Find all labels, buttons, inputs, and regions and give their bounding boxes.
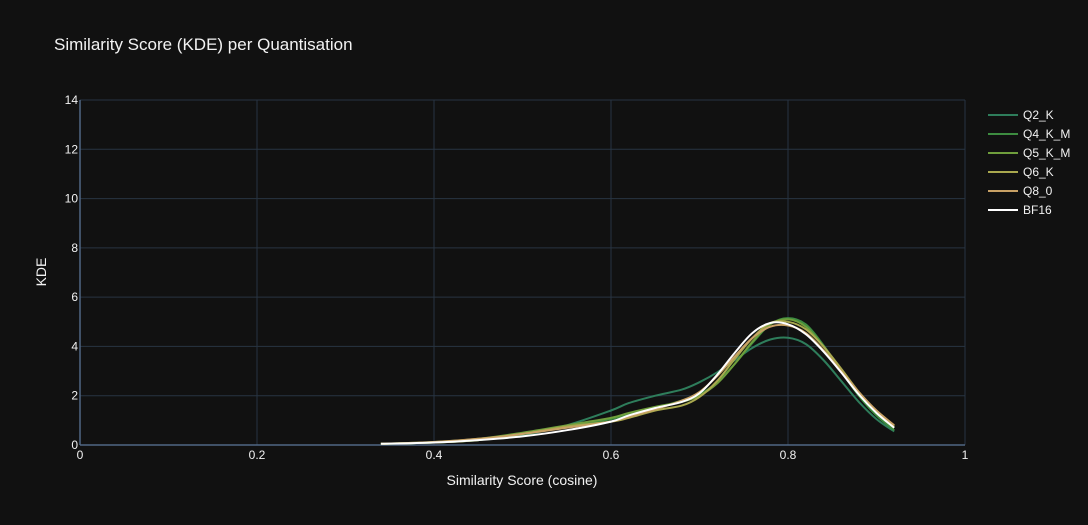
x-tick-label: 0 xyxy=(77,448,84,462)
chart-title: Similarity Score (KDE) per Quantisation xyxy=(54,35,353,54)
legend-item-q4-k-m[interactable]: Q4_K_M xyxy=(988,127,1070,141)
y-tick-label: 8 xyxy=(71,241,78,255)
y-tick-label: 0 xyxy=(71,438,78,452)
legend-label: BF16 xyxy=(1023,203,1052,217)
x-tick-label: 0.2 xyxy=(249,448,266,462)
x-tick-label: 0.4 xyxy=(426,448,443,462)
x-axis-title: Similarity Score (cosine) xyxy=(447,472,598,488)
x-tick-label: 0.8 xyxy=(780,448,797,462)
y-axis-title: KDE xyxy=(33,258,49,287)
legend-item-bf16[interactable]: BF16 xyxy=(988,203,1052,217)
legend-label: Q4_K_M xyxy=(1023,127,1070,141)
legend-item-q6-k[interactable]: Q6_K xyxy=(988,165,1054,179)
y-tick-label: 12 xyxy=(65,142,79,156)
y-tick-label: 10 xyxy=(65,192,79,206)
x-tick-label: 0.6 xyxy=(603,448,620,462)
legend-label: Q5_K_M xyxy=(1023,146,1070,160)
x-tick-label: 1 xyxy=(962,448,969,462)
y-tick-label: 6 xyxy=(71,290,78,304)
legend-label: Q8_0 xyxy=(1023,184,1053,198)
gridlines xyxy=(80,99,966,445)
legend-label: Q2_K xyxy=(1023,108,1054,122)
y-tick-label: 2 xyxy=(71,389,78,403)
y-tick-label: 4 xyxy=(71,339,78,353)
series-lines xyxy=(380,317,895,445)
legend-item-q5-k-m[interactable]: Q5_K_M xyxy=(988,146,1070,160)
series-line-bf16[interactable] xyxy=(380,321,895,445)
y-tick-label: 14 xyxy=(65,93,79,107)
legend-item-q2-k[interactable]: Q2_K xyxy=(988,108,1054,122)
legend-label: Q6_K xyxy=(1023,165,1054,179)
legend-item-q8-0[interactable]: Q8_0 xyxy=(988,184,1053,198)
legend[interactable]: Q2_K Q4_K_M Q5_K_M Q6_K Q8_0 BF16 xyxy=(988,108,1070,217)
